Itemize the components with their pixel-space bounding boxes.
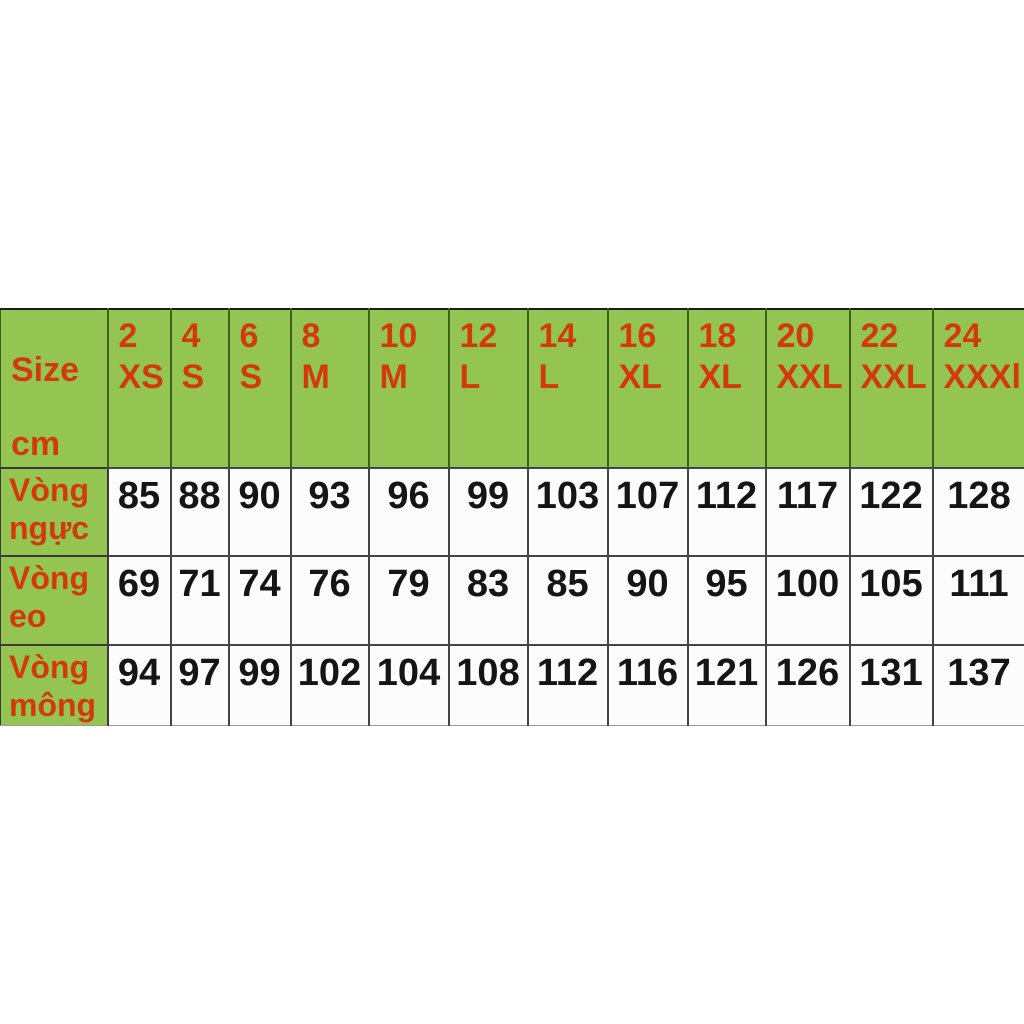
measurement-cell: 97 — [169, 643, 230, 726]
column-number: 6 — [239, 317, 259, 355]
row-label-bust: Vòng ngực — [0, 467, 109, 556]
column-header-16xl: 16 XL — [607, 308, 689, 468]
column-size: L — [459, 357, 481, 396]
column-header-12l: 12 L — [448, 308, 529, 468]
measurement-cell: 117 — [764, 467, 851, 556]
measurement-cell: 116 — [606, 643, 689, 726]
measurement-cell: 90 — [227, 467, 292, 556]
corner-cell: Size cm — [0, 308, 109, 468]
column-header-14l: 14 L — [527, 308, 609, 468]
measurement-cell: 108 — [447, 643, 529, 726]
measurement-cell: 105 — [848, 555, 934, 645]
measurement-cell: 76 — [289, 555, 370, 645]
column-number: 18 — [698, 317, 737, 355]
column-header-18xl: 18 XL — [687, 308, 767, 468]
column-size: XXL — [776, 357, 843, 396]
measurement-cell: 128 — [931, 467, 1024, 556]
column-size: XS — [118, 357, 164, 396]
measurement-cell: 126 — [764, 643, 851, 726]
measurement-cell: 103 — [526, 467, 609, 556]
column-header-10m: 10 M — [368, 308, 450, 468]
column-number: 16 — [618, 317, 657, 355]
column-header-22xxl: 22 XXL — [849, 308, 934, 468]
measurement-cell: 121 — [686, 643, 767, 726]
column-number: 8 — [301, 317, 321, 355]
column-size: M — [379, 357, 408, 396]
column-number: 20 — [776, 317, 815, 355]
column-number: 4 — [181, 317, 201, 355]
measurement-cell: 79 — [367, 555, 450, 645]
column-size: XL — [698, 357, 742, 396]
measurement-cell: 88 — [169, 467, 230, 556]
measurement-cell: 93 — [289, 467, 370, 556]
corner-wrap: Size cm — [11, 310, 107, 467]
corner-unit-label: cm — [11, 425, 61, 464]
row-label-waist: Vòng eo — [0, 555, 109, 645]
measurement-cell: 122 — [848, 467, 934, 556]
measurement-cell: 104 — [367, 643, 450, 726]
measurement-cell: 95 — [686, 555, 767, 645]
column-size: S — [181, 357, 205, 396]
row-label-hip: Vòng mông — [0, 643, 109, 726]
column-size: XXL — [860, 357, 927, 396]
measurement-cell: 112 — [686, 467, 767, 556]
column-size: L — [538, 357, 560, 396]
measurement-cell: 85 — [526, 555, 609, 645]
measurement-cell: 94 — [106, 643, 172, 726]
column-number: 12 — [459, 317, 498, 355]
measurement-cell: 83 — [447, 555, 529, 645]
measurement-cell: 137 — [931, 643, 1024, 726]
measurement-cell: 71 — [169, 555, 230, 645]
measurement-cell: 107 — [606, 467, 689, 556]
measurement-cell: 85 — [106, 467, 172, 556]
measurement-cell: 69 — [106, 555, 172, 645]
measurement-cell: 90 — [606, 555, 689, 645]
column-header-24xxxl: 24 XXXl — [932, 308, 1024, 468]
measurement-cell: 102 — [289, 643, 370, 726]
measurement-cell: 100 — [764, 555, 851, 645]
column-header-2xs: 2 XS — [107, 308, 172, 468]
column-number: 10 — [379, 317, 418, 355]
measurement-cell: 96 — [367, 467, 450, 556]
column-size: XXXl — [943, 357, 1021, 396]
column-size: M — [301, 357, 330, 396]
column-number: 24 — [943, 317, 982, 355]
column-size: XL — [618, 357, 662, 396]
measurement-cell: 131 — [848, 643, 934, 726]
table-row-bust: Vòng ngực 85 88 90 93 96 99 103 107 112 … — [0, 467, 1024, 556]
column-header-20xxl: 20 XXL — [765, 308, 851, 468]
column-size: S — [239, 357, 263, 396]
column-number: 2 — [118, 317, 138, 355]
table-row-hip: Vòng mông 94 97 99 102 104 108 112 116 1… — [0, 643, 1024, 726]
measurement-cell: 99 — [447, 467, 529, 556]
column-number: 22 — [860, 317, 899, 355]
measurement-cell: 99 — [227, 643, 292, 726]
table-row-waist: Vòng eo 69 71 74 76 79 83 85 90 95 100 1… — [0, 555, 1024, 645]
measurement-cell: 74 — [227, 555, 292, 645]
corner-title: Size — [11, 351, 80, 389]
measurement-cell: 111 — [931, 555, 1024, 645]
column-number: 14 — [538, 317, 577, 355]
measurement-cell: 112 — [526, 643, 609, 726]
